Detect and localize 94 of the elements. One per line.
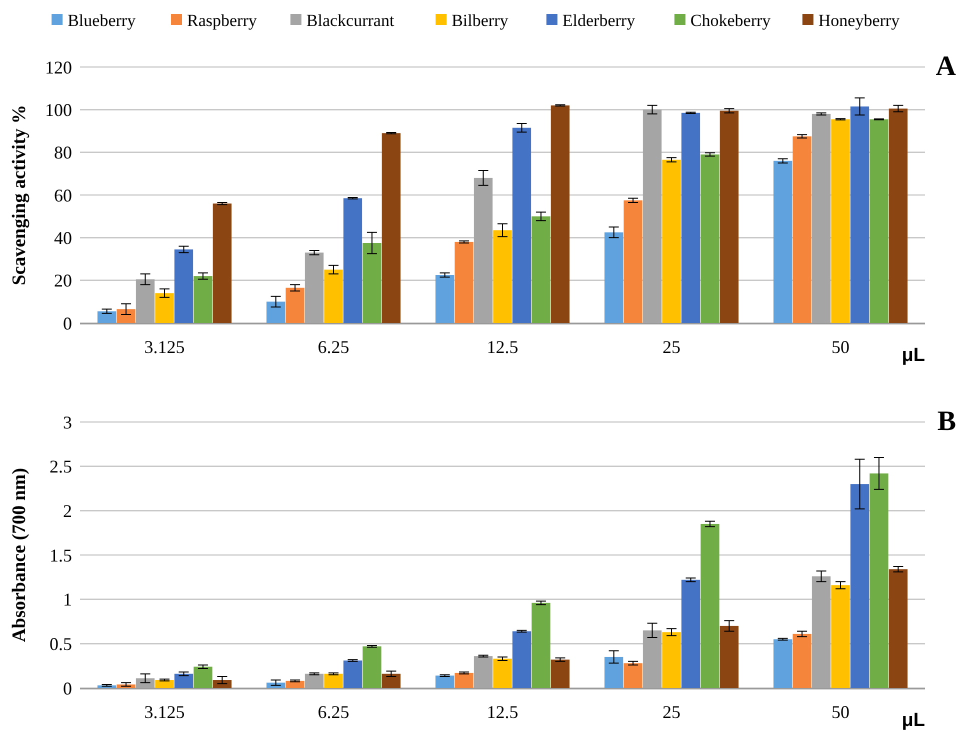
bar <box>343 660 362 688</box>
bar <box>435 275 454 323</box>
bar <box>512 128 532 323</box>
y-tick-label: 80 <box>54 142 72 163</box>
x-tick-label: 3.125 <box>144 337 185 357</box>
text: B <box>937 406 956 437</box>
bar <box>831 119 850 323</box>
bar <box>700 524 720 688</box>
x-tick-label: 6.25 <box>318 702 350 722</box>
y-tick-label: 40 <box>54 228 72 248</box>
legend-label: Chokeberry <box>690 10 772 30</box>
bar <box>850 106 870 323</box>
x-tick-label: 50 <box>832 702 850 722</box>
bar <box>116 309 136 323</box>
bar <box>888 569 908 688</box>
legend-label: Bilberry <box>452 10 509 30</box>
bar <box>324 270 343 323</box>
bar <box>382 674 401 688</box>
bar <box>454 242 474 323</box>
x-tick-label: 50 <box>832 337 850 357</box>
bar <box>720 110 739 323</box>
bar <box>681 580 700 688</box>
x-tick-label: 25 <box>662 337 680 357</box>
bar <box>435 676 454 688</box>
y-tick-label: 60 <box>54 185 72 206</box>
x-axis-title: μL <box>902 345 926 366</box>
bar <box>624 663 642 688</box>
text: A <box>936 51 957 82</box>
bar <box>792 634 812 688</box>
bar <box>831 585 850 688</box>
bar <box>662 160 681 323</box>
bar <box>624 200 642 323</box>
y-tick-label: 0 <box>63 678 72 698</box>
y-axis-title: Absorbance (700 nm) <box>9 468 30 642</box>
bar <box>681 112 700 323</box>
bar <box>194 666 212 688</box>
x-axis-title: μL <box>902 710 926 731</box>
bar <box>792 136 812 323</box>
bar <box>700 154 720 323</box>
bar <box>174 249 194 323</box>
bar <box>870 473 888 688</box>
bar <box>604 656 624 688</box>
legend-label: Elderberry <box>562 10 636 30</box>
bar <box>773 639 792 688</box>
bar <box>532 216 550 323</box>
x-tick-label: 12.5 <box>486 337 518 357</box>
x-tick-label: 3.125 <box>144 702 185 722</box>
x-tick-label: 6.25 <box>318 337 350 357</box>
bar <box>493 230 512 323</box>
y-axis-title: Scavenging activity % <box>9 104 30 286</box>
bar <box>493 658 512 688</box>
bar <box>532 602 550 688</box>
bar <box>850 484 870 688</box>
y-tick-label: 0.5 <box>50 634 72 654</box>
bar <box>454 672 474 688</box>
y-tick-label: 20 <box>54 270 72 291</box>
bar <box>362 646 382 688</box>
y-tick-label: 2 <box>63 500 72 521</box>
bar <box>604 232 624 323</box>
x-tick-label: 25 <box>662 702 680 722</box>
y-tick-label: 3 <box>63 412 72 432</box>
legend-label: Blueberry <box>68 10 136 30</box>
bar <box>512 631 532 688</box>
y-tick-label: 2.5 <box>50 456 72 477</box>
legend-label: Raspberry <box>187 10 258 30</box>
y-tick-label: 1.5 <box>50 545 72 566</box>
y-tick-label: 0 <box>63 313 72 334</box>
bar <box>174 674 194 688</box>
bar <box>97 311 116 323</box>
bar <box>155 680 174 688</box>
bar <box>212 680 232 688</box>
bar <box>286 680 304 688</box>
legend-label: Honeyberry <box>818 10 900 30</box>
bar <box>720 626 739 688</box>
bar <box>550 105 570 323</box>
bar <box>343 198 362 323</box>
bar <box>266 302 286 323</box>
bar <box>870 119 888 323</box>
bar <box>773 160 792 323</box>
bar <box>362 243 382 323</box>
bar <box>550 660 570 688</box>
y-tick-label: 100 <box>45 100 72 120</box>
bar <box>286 288 304 323</box>
bar <box>324 674 343 688</box>
bar <box>382 133 401 323</box>
x-tick-label: 12.5 <box>486 702 518 722</box>
bar <box>212 204 232 323</box>
bar <box>662 632 681 688</box>
bar <box>888 108 908 323</box>
bar <box>155 293 174 323</box>
y-tick-label: 1 <box>63 590 72 610</box>
y-tick-label: 120 <box>45 57 72 78</box>
bar <box>194 276 212 323</box>
legend-label: Blackcurrant <box>306 10 394 30</box>
